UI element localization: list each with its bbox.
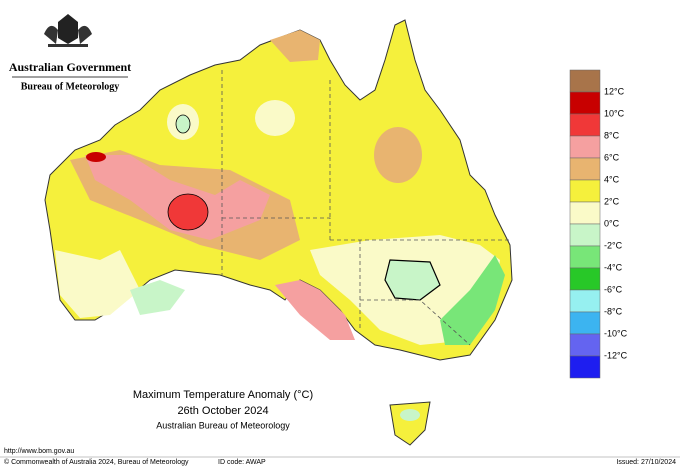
legend-swatch [569, 311, 601, 335]
legend-label: 0°C [604, 218, 620, 228]
legend-label: -12°C [604, 350, 628, 360]
footer-copyright: © Commonwealth of Australia 2024, Bureau… [4, 458, 189, 466]
agency-name: Bureau of Meteorology [21, 81, 120, 92]
legend-swatch [569, 355, 601, 379]
legend-label: 4°C [604, 174, 620, 184]
legend-swatch [569, 91, 601, 115]
legend-swatch [569, 267, 601, 291]
legend-swatch [569, 135, 601, 159]
legend-label: -8°C [604, 306, 623, 316]
legend-label: -2°C [604, 240, 623, 250]
australia-map [44, 19, 513, 446]
legend-label: 8°C [604, 130, 620, 140]
legend-swatch [569, 157, 601, 181]
legend-label: 6°C [604, 152, 620, 162]
gov-name: Australian Government [9, 60, 131, 74]
logo [44, 14, 92, 47]
legend-label: 2°C [604, 196, 620, 206]
legend-swatch [569, 289, 601, 313]
map-source: Australian Bureau of Meteorology [156, 420, 290, 430]
legend-label: -6°C [604, 284, 623, 294]
legend-swatch [569, 179, 601, 203]
legend-swatch [569, 69, 601, 93]
legend-swatch [569, 201, 601, 225]
legend-swatch [569, 245, 601, 269]
footer-url[interactable]: http://www.bom.gov.au [4, 448, 74, 455]
map-title: Maximum Temperature Anomaly (°C) [133, 389, 313, 401]
legend-swatch [569, 223, 601, 247]
legend-label: 10°C [604, 108, 625, 118]
footer-issued: Issued: 27/10/2024 [616, 459, 676, 466]
legend-label: 12°C [604, 86, 625, 96]
legend: 12°C 10°C 8°C 6°C 4°C 2°C 0°C -2°C -4°C -6°C -8°C -… [569, 69, 628, 379]
legend-swatch [569, 113, 601, 137]
legend-label: -10°C [604, 328, 628, 338]
map-date: 26th October 2024 [177, 405, 268, 417]
legend-swatch [569, 333, 601, 357]
footer-id: ID code: AWAP [218, 459, 266, 466]
legend-label: -4°C [604, 262, 623, 272]
